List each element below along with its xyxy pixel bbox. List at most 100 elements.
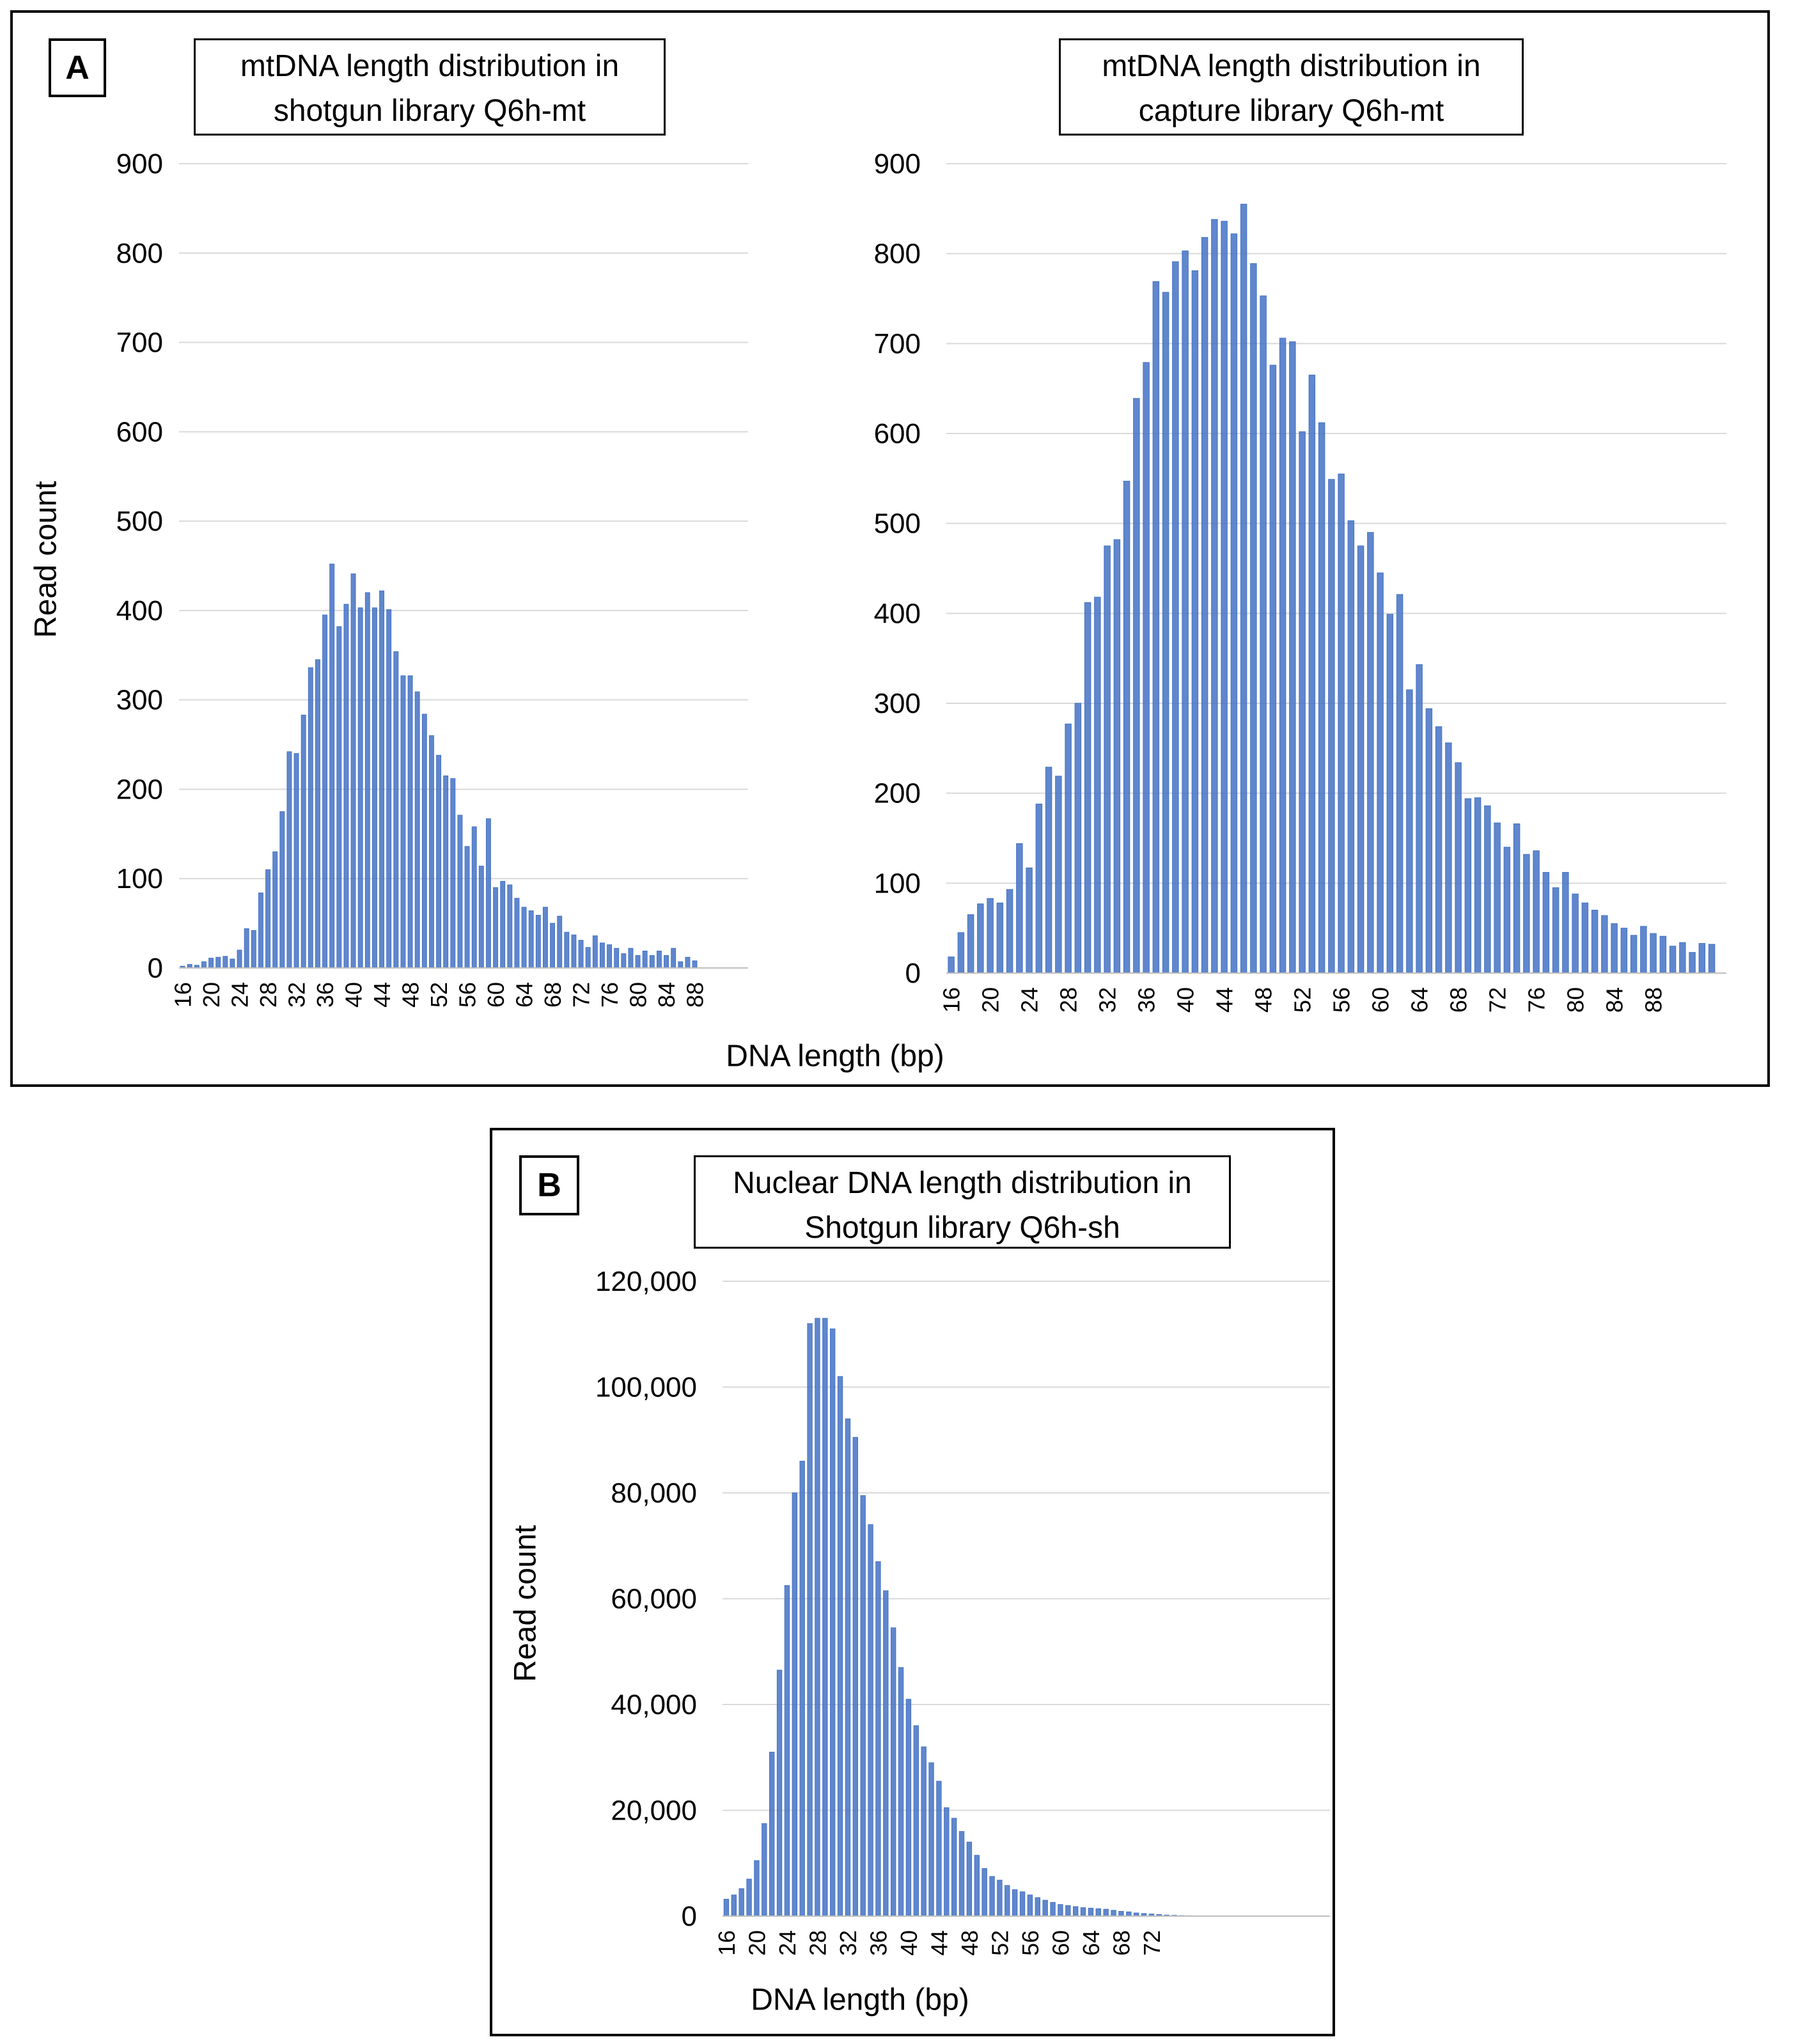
bar-42bp: [921, 1746, 926, 1917]
bar-33bp: [852, 1437, 858, 1917]
y-tick-label: 700: [116, 327, 163, 359]
bar-50bp: [981, 1868, 987, 1917]
bar-27bp: [807, 1323, 813, 1917]
x-tick-label: 52: [1290, 987, 1316, 1013]
y-tick-label: 0: [148, 953, 163, 984]
x-tick-label: 20: [978, 987, 1004, 1013]
chart-a-right-title-line2: capture library Q6h-mt: [1138, 94, 1444, 128]
bar-68bp: [1118, 1911, 1124, 1917]
y-tick-label: 600: [116, 416, 163, 448]
x-tick-label: 80: [625, 982, 652, 1008]
panel-a-xlabel: DNA length (bp): [726, 1039, 944, 1073]
bar-67bp: [1111, 1910, 1116, 1917]
x-tick-label: 16: [714, 1930, 740, 1956]
x-tick-label: 36: [312, 982, 338, 1008]
bar-48bp: [966, 1841, 973, 1917]
x-tick-label: 40: [341, 982, 367, 1008]
x-tick-label: 88: [682, 982, 708, 1008]
bar-65bp: [1095, 1908, 1101, 1917]
x-tick-label: 76: [597, 982, 623, 1008]
y-tick-label: 60,000: [611, 1584, 697, 1615]
x-tick-label: 68: [1446, 987, 1472, 1013]
bar-28bp: [815, 1318, 820, 1917]
bar-45bp: [944, 1807, 950, 1917]
bar-26bp: [799, 1460, 805, 1917]
x-tick-label: 44: [1212, 987, 1238, 1013]
bar-30bp: [830, 1328, 836, 1917]
bar-49bp: [974, 1855, 980, 1917]
bar-63bp: [1080, 1907, 1086, 1917]
bar-57bp: [1035, 1897, 1040, 1917]
bar-44bp: [936, 1781, 942, 1917]
bar-18bp: [739, 1888, 744, 1917]
y-tick-label: 100: [874, 868, 921, 899]
x-tick-label: 68: [540, 982, 566, 1008]
y-tick-label: 120,000: [595, 1266, 697, 1297]
chart-a-left-title-line2: shotgun library Q6h-mt: [273, 94, 586, 128]
x-tick-label: 36: [865, 1930, 891, 1956]
x-tick-label: 76: [1524, 987, 1550, 1013]
bar-62bp: [1073, 1906, 1079, 1917]
bar-17bp: [731, 1894, 737, 1917]
bar-59bp: [1050, 1901, 1056, 1917]
x-tick-label: 60: [483, 982, 509, 1008]
x-tick-label: 16: [170, 982, 196, 1008]
y-tick-label: 300: [116, 685, 163, 716]
bar-53bp: [1005, 1885, 1010, 1917]
x-tick-label: 88: [1641, 987, 1667, 1013]
y-tick-label: 300: [874, 688, 921, 719]
x-tick-label: 72: [568, 982, 595, 1008]
y-tick-label: 800: [116, 238, 163, 269]
y-tick-label: 200: [116, 774, 163, 805]
bar-52bp: [997, 1880, 1003, 1917]
x-tick-label: 68: [1108, 1930, 1134, 1956]
x-tick-label: 56: [1017, 1930, 1044, 1956]
bar-23bp: [776, 1669, 783, 1917]
x-tick-label: 36: [1134, 987, 1160, 1013]
bar-39bp: [898, 1667, 904, 1917]
x-tick-label: 24: [1017, 987, 1043, 1013]
chart-b-xlabel: DNA length (bp): [751, 1983, 969, 2017]
x-tick-label: 44: [369, 982, 395, 1008]
x-tick-label: 20: [744, 1930, 770, 1956]
bar-16bp: [723, 1899, 730, 1917]
y-tick-label: 900: [116, 148, 163, 180]
y-tick-label: 900: [874, 148, 921, 180]
bar-36bp: [875, 1561, 881, 1917]
bar-47bp: [958, 1831, 965, 1917]
bar-19bp: [746, 1878, 752, 1917]
x-tick-label: 64: [512, 982, 538, 1008]
y-tick-label: 20,000: [611, 1795, 697, 1827]
x-tick-label: 60: [1047, 1930, 1074, 1956]
chart-a-right-title: mtDNA length distribution in capture lib…: [1059, 38, 1524, 136]
x-tick-label: 84: [653, 982, 680, 1008]
chart-a-right-title-line1: mtDNA length distribution in: [1102, 49, 1481, 83]
bar-31bp: [837, 1376, 843, 1917]
bar-46bp: [951, 1818, 957, 1917]
bar-43bp: [928, 1762, 934, 1917]
y-tick-label: 0: [682, 1901, 697, 1932]
x-tick-label: 32: [1095, 987, 1121, 1013]
y-tick-label: 800: [874, 238, 921, 270]
y-tick-label: 400: [116, 595, 163, 627]
bar-55bp: [1019, 1891, 1026, 1917]
bar-40bp: [905, 1699, 912, 1917]
y-tick-label: 500: [874, 508, 921, 540]
x-tick-label: 40: [896, 1930, 922, 1956]
x-tick-label: 64: [1407, 987, 1433, 1013]
x-tick-label: 48: [398, 982, 424, 1008]
x-tick-label: 52: [426, 982, 452, 1008]
bar-35bp: [868, 1524, 873, 1917]
y-tick-label: 400: [874, 598, 921, 629]
bar-60bp: [1058, 1904, 1063, 1917]
bar-24bp: [784, 1585, 790, 1917]
bar-37bp: [883, 1590, 889, 1917]
x-tick-label: 72: [1139, 1930, 1165, 1956]
chart-a-left-title: mtDNA length distribution in shotgun lib…: [194, 38, 666, 136]
panel-a-letter: A: [49, 38, 106, 97]
x-tick-label: 84: [1602, 987, 1628, 1013]
bar-56bp: [1027, 1894, 1033, 1917]
